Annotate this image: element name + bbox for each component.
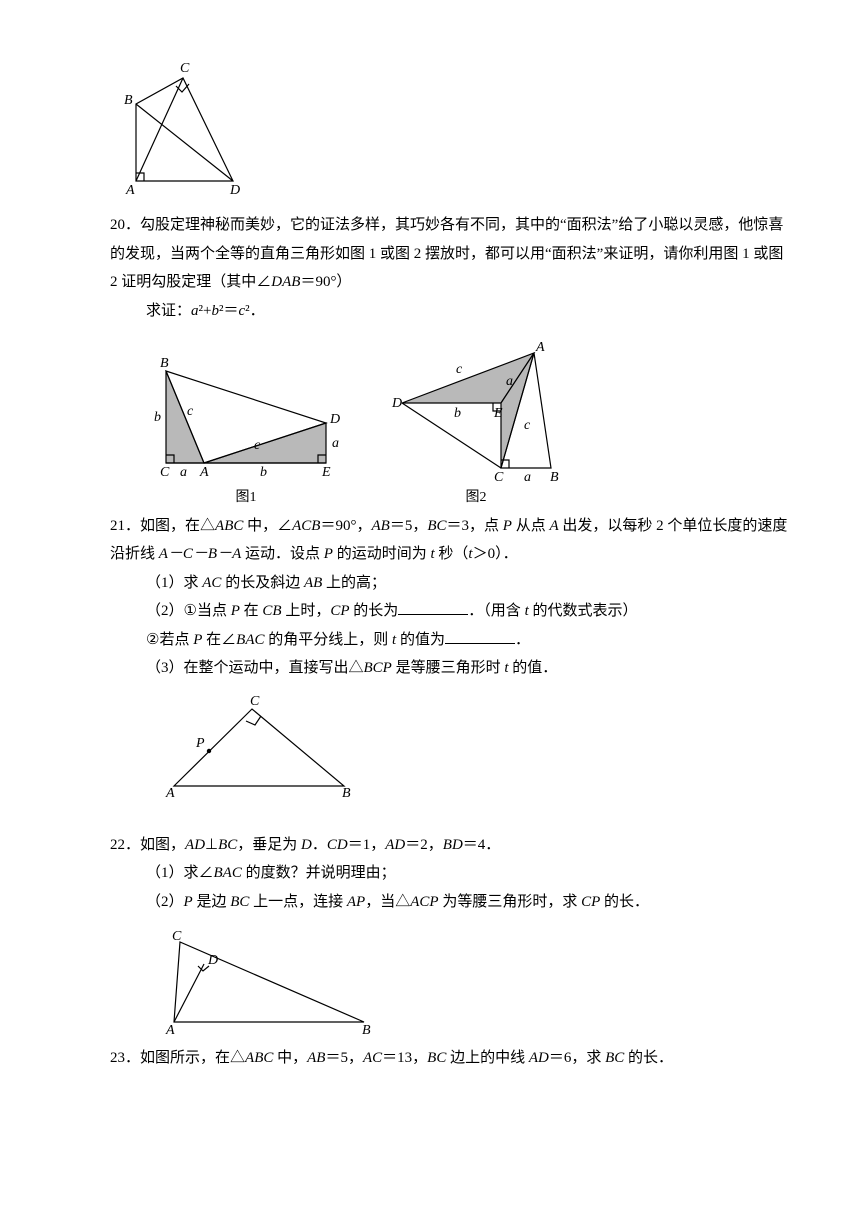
figure-19: A B C D [118, 46, 790, 201]
svg-text:C: C [160, 465, 170, 480]
svg-text:A: A [165, 786, 175, 801]
fig20-1-caption: 图1 [146, 485, 346, 512]
svg-text:c: c [187, 404, 194, 419]
label-C: C [180, 61, 190, 76]
svg-text:c: c [456, 362, 463, 377]
svg-text:C: C [250, 694, 260, 709]
svg-text:A: A [199, 465, 209, 480]
fig20-2-caption: 图2 [386, 485, 566, 512]
svg-text:E: E [321, 465, 331, 480]
svg-text:a: a [332, 436, 339, 451]
svg-text:D: D [391, 396, 402, 411]
p22-num: 22． [110, 831, 140, 860]
p20-eq2: ²＝ [219, 303, 239, 319]
problem-23: 23．如图所示，在△ABC 中，AB＝5，AC＝13，BC 边上的中线 AD＝6… [110, 1044, 790, 1073]
svg-text:B: B [160, 356, 169, 371]
p21-num: 21． [110, 512, 140, 541]
figure-20-2: D E A C B a a b c c 图2 [386, 333, 566, 512]
p23-num: 23． [110, 1044, 140, 1073]
svg-text:B: B [550, 470, 559, 483]
svg-text:A: A [165, 1023, 175, 1034]
svg-text:b: b [260, 465, 267, 480]
p20-prove-line: 求证：a²+b²＝c²． [110, 297, 790, 326]
p21-q2a: （2）①当点 P 在 CB 上时，CP 的长为．（用含 t 的代数式表示） [110, 597, 790, 626]
svg-text:B: B [342, 786, 351, 801]
svg-text:D: D [207, 953, 218, 968]
problem-22: 22．如图，AD⊥BC，垂足为 D．CD＝1，AD＝2，BD＝4． （1）求∠B… [110, 831, 790, 917]
svg-text:P: P [195, 736, 205, 751]
svg-text:a: a [180, 465, 187, 480]
p22-q2: （2）P 是边 BC 上一点，连接 AP，当△ACP 为等腰三角形时，求 CP … [110, 888, 790, 917]
problem-20-num: 20． [110, 211, 140, 240]
blank-field[interactable] [398, 600, 468, 615]
svg-text:C: C [172, 929, 182, 944]
figure-21: A B C P [118, 691, 790, 801]
p20-a: a [191, 303, 199, 319]
blank-field[interactable] [445, 629, 515, 644]
problem-20: 20．勾股定理神秘而美妙，它的证法多样，其巧妙各有不同，其中的“面积法”给了小聪… [110, 211, 790, 325]
p20-b: b [211, 303, 219, 319]
svg-text:a: a [524, 470, 531, 483]
p21-q2b: ②若点 P 在∠BAC 的角平分线上，则 t 的值为． [110, 626, 790, 655]
label-D: D [229, 183, 240, 198]
p22-q1: （1）求∠BAC 的度数？并说明理由； [110, 859, 790, 888]
label-B: B [124, 93, 133, 108]
problem-21: 21．如图，在△ABC 中，∠ACB＝90°，AB＝5，BC＝3，点 P 从点 … [110, 512, 790, 683]
svg-text:D: D [329, 412, 340, 427]
svg-text:c: c [254, 438, 261, 453]
svg-text:E: E [493, 406, 503, 421]
p20-eq1: ²+ [199, 303, 212, 319]
label-A: A [125, 183, 135, 198]
p21-q1: （1）求 AC 的长及斜边 AB 上的高； [110, 569, 790, 598]
figure-22: A B C D [118, 924, 790, 1034]
svg-text:a: a [506, 374, 513, 389]
fig19-svg: A B C D [118, 46, 248, 201]
p20-dab: DAB [271, 274, 300, 290]
figure-20-1: C A E B D a a b b c c 图1 [146, 343, 346, 512]
p21-q3: （3）在整个运动中，直接写出△BCP 是等腰三角形时 t 的值． [110, 654, 790, 683]
svg-text:b: b [454, 406, 461, 421]
p20-eq3: ²． [245, 303, 265, 319]
svg-text:A: A [535, 340, 545, 355]
p20-text1-end: ＝90°） [300, 274, 351, 290]
figure-20-row: C A E B D a a b b c c 图1 [110, 333, 790, 512]
svg-text:B: B [362, 1023, 371, 1034]
p20-text1: 勾股定理神秘而美妙，它的证法多样，其巧妙各有不同，其中的“面积法”给了小聪以灵感… [110, 217, 783, 290]
svg-text:c: c [524, 418, 531, 433]
svg-text:C: C [494, 470, 504, 483]
p20-prove: 求证： [146, 303, 191, 319]
svg-text:b: b [154, 410, 161, 425]
